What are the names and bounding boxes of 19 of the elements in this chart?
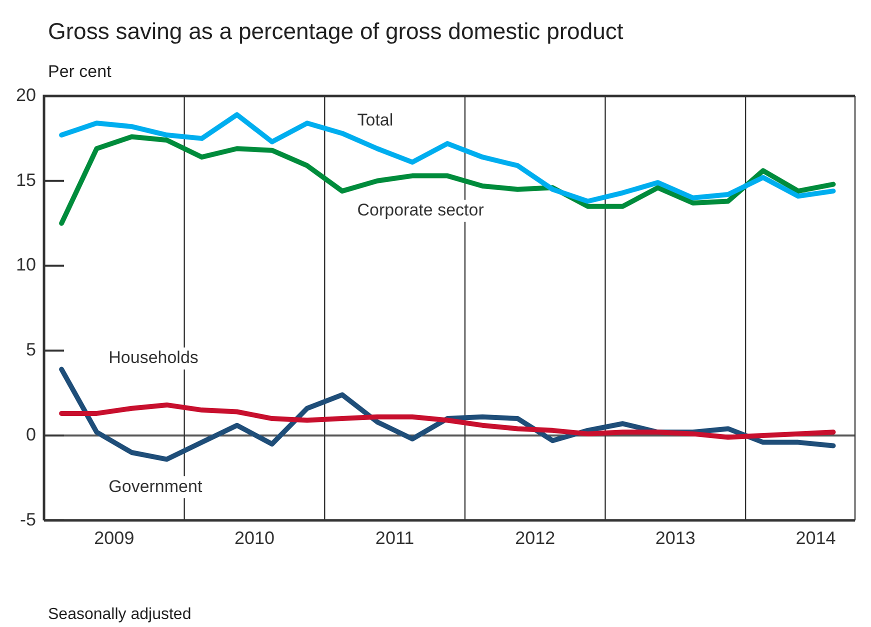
x-tick-label: 2012 <box>515 528 556 548</box>
chart-title: Gross saving as a percentage of gross domestic product <box>48 18 624 45</box>
x-tick-label: 2009 <box>94 528 134 548</box>
y-tick-label: 5 <box>26 340 36 360</box>
y-tick-label: 20 <box>16 84 36 105</box>
y-tick-label: -5 <box>20 509 36 530</box>
text: Seasonally adjusted <box>48 606 192 624</box>
series-label: Government <box>108 476 202 496</box>
x-tick-label: 2011 <box>375 528 414 548</box>
y-tick-label: 0 <box>26 424 36 444</box>
x-tick-label: 2014 <box>796 528 836 548</box>
series-label: Total <box>357 110 394 130</box>
x-tick-label: 2010 <box>234 528 275 548</box>
text: Households <box>108 348 198 368</box>
y-tick-label: 10 <box>16 254 36 275</box>
y-axis-title: Per cent <box>48 62 112 82</box>
series-label: Corporate sector <box>357 200 484 220</box>
y-tick-label: 15 <box>16 170 36 190</box>
x-tick-label: 2013 <box>655 528 696 548</box>
